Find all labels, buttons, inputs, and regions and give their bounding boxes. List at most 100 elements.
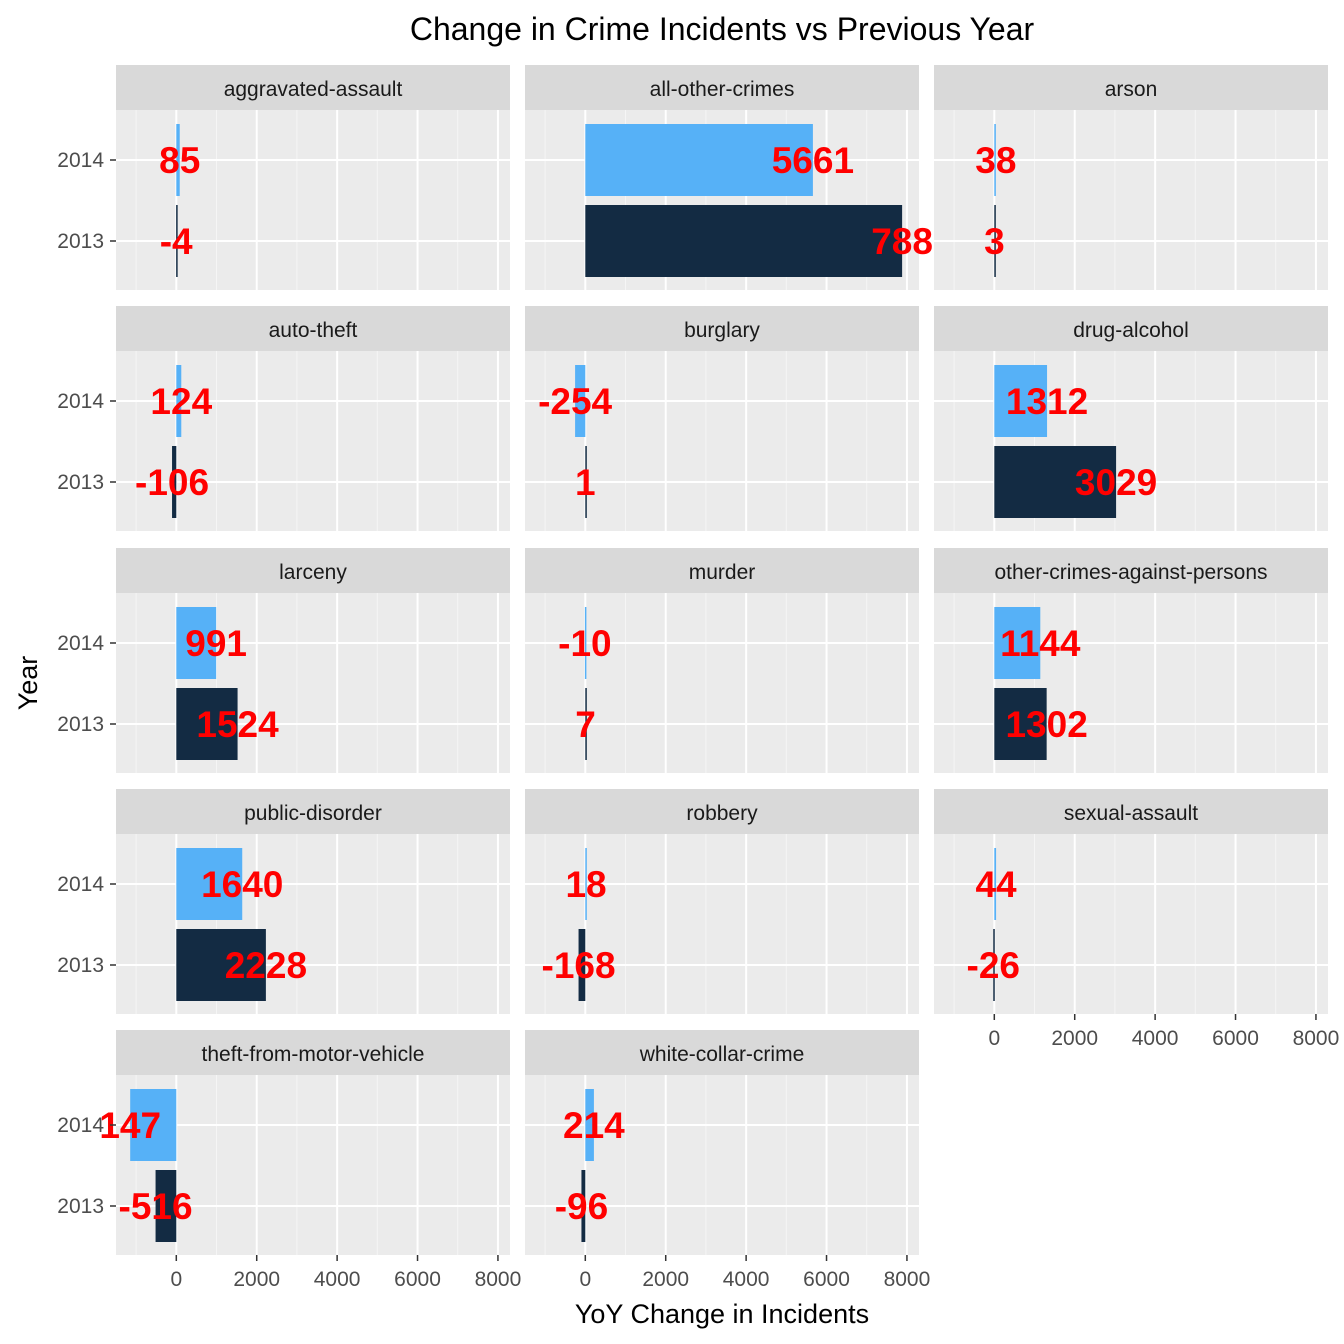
bar-2014	[994, 124, 996, 196]
x-tick-label: 4000	[1132, 1027, 1179, 1050]
data-label-2013: 1524	[196, 704, 279, 745]
data-label-2014: 1312	[1006, 381, 1088, 422]
bar-2014	[575, 365, 586, 437]
facet-strip-label: drug-alcohol	[1073, 319, 1189, 342]
bar-2013	[585, 446, 587, 518]
facet-strip-label: auto-theft	[269, 319, 358, 342]
facet-aggravated-assault: aggravated-assault 85 -4 2014 2013	[57, 65, 510, 290]
facet-white-collar-crime: white-collar-crime 214 -96 0 2000 4000 6000 800…	[525, 1030, 930, 1291]
y-tick-label: 2013	[57, 1195, 104, 1218]
data-label-2013: 1302	[1005, 704, 1087, 745]
facet-larceny: larceny 991 1524 2014 2013	[57, 548, 510, 773]
facet-strip-label: sexual-assault	[1064, 802, 1198, 825]
bar-2013	[176, 205, 178, 277]
bar-2013	[994, 205, 996, 277]
x-tick-label: 6000	[803, 1268, 850, 1291]
y-tick-label: 2013	[57, 713, 104, 736]
x-tick-label: 0	[170, 1268, 182, 1291]
x-axis-title: YoY Change in Incidents	[575, 1299, 869, 1329]
data-label-2013: -168	[542, 945, 616, 986]
bar-2013	[993, 929, 995, 1001]
facet-strip	[934, 306, 1328, 351]
y-tick-label: 2014	[57, 632, 104, 655]
bar-2014	[176, 365, 182, 437]
y-tick-label: 2014	[57, 1114, 104, 1137]
facet-theft-from-motor-vehicle: theft-from-motor-vehicle 147 -516 2014 2013 0…	[57, 1030, 521, 1291]
facet-strip-label: arson	[1105, 78, 1158, 101]
data-label-2013: 3029	[1075, 462, 1157, 503]
x-tick-label: 4000	[314, 1268, 361, 1291]
bar-2013	[585, 688, 587, 760]
facet-public-disorder: public-disorder 1640 2228 2014 2013	[57, 789, 510, 1014]
x-tick-label: 6000	[1212, 1027, 1259, 1050]
panel-background	[525, 834, 919, 1014]
facet-strip	[934, 548, 1328, 593]
bar-2014	[130, 1089, 177, 1161]
facet-strip	[116, 789, 510, 834]
bar-2013	[581, 1170, 586, 1242]
x-tick-label: 4000	[723, 1268, 770, 1291]
data-label-2014: 124	[150, 381, 212, 422]
bar-2014	[585, 1089, 594, 1161]
chart-title: Change in Crime Incidents vs Previous Ye…	[410, 11, 1035, 47]
facet-strip	[116, 1030, 510, 1075]
facet-strip	[525, 789, 919, 834]
bar-2014	[176, 124, 180, 196]
bar-2014	[176, 607, 217, 679]
data-label-2013: -106	[135, 462, 209, 503]
facet-strip-label: other-crimes-against-persons	[994, 561, 1267, 584]
data-label-2014: 1640	[201, 864, 283, 905]
facet-auto-theft: auto-theft 124 -106 2014 2013	[57, 306, 510, 531]
bar-2013	[994, 688, 1047, 760]
facet-strip-label: larceny	[279, 561, 347, 584]
facet-strip-label: robbery	[686, 802, 758, 825]
data-label-2014: 38	[975, 140, 1016, 181]
panel-background	[116, 351, 510, 531]
x-tick-label: 2000	[233, 1268, 280, 1291]
bar-2014	[584, 607, 587, 679]
bar-2014	[994, 848, 997, 920]
data-label-2014: 1144	[1000, 623, 1081, 664]
data-label-2014: 214	[563, 1105, 625, 1146]
facet-strip-label: aggravated-assault	[224, 78, 403, 101]
facet-robbery: robbery 18 -168	[525, 789, 919, 1014]
y-tick-label: 2014	[57, 149, 104, 172]
data-label-2013: -4	[160, 221, 193, 262]
facet-strip-label: burglary	[684, 319, 760, 342]
y-tick-label: 2014	[57, 873, 104, 896]
facet-strip	[934, 789, 1328, 834]
data-label-2014: -10	[558, 623, 611, 664]
panel-background	[116, 1075, 510, 1255]
data-label-2014: 18	[565, 864, 606, 905]
bar-2014	[585, 124, 813, 196]
data-label-2013: -26	[967, 945, 1020, 986]
facet-sexual-assault: sexual-assault 44 -26 0 2000 4000 6000 8000	[934, 789, 1339, 1050]
facet-murder: murder -10 7	[525, 548, 919, 773]
facet-strip	[525, 1030, 919, 1075]
y-axis-title: Year	[13, 656, 43, 711]
panel-background	[525, 351, 919, 531]
facet-strip-label: theft-from-motor-vehicle	[202, 1043, 425, 1066]
facet-strip	[116, 548, 510, 593]
data-label-2014: 44	[975, 864, 1017, 905]
facet-strip	[116, 306, 510, 351]
facet-arson: arson 38 3	[934, 65, 1328, 290]
facet-other-crimes-against-persons: other-crimes-against-persons 1144 1302	[934, 548, 1328, 773]
panel-background	[116, 834, 510, 1014]
panel-background	[934, 110, 1328, 290]
x-tick-label: 0	[988, 1027, 1000, 1050]
data-label-2013: 3	[984, 221, 1005, 262]
x-tick-label: 8000	[475, 1268, 522, 1291]
bar-2014	[176, 848, 243, 920]
bar-2014	[994, 365, 1048, 437]
x-tick-label: 0	[579, 1268, 591, 1291]
panel-background	[934, 593, 1328, 773]
bar-2013	[172, 446, 177, 518]
bar-2013	[176, 929, 266, 1001]
data-label-2013: 788	[871, 221, 933, 262]
bar-2013	[176, 688, 238, 760]
y-tick-label: 2014	[57, 390, 104, 413]
panel-background	[525, 593, 919, 773]
x-tick-label: 2000	[642, 1268, 689, 1291]
x-tick-label: 2000	[1051, 1027, 1098, 1050]
